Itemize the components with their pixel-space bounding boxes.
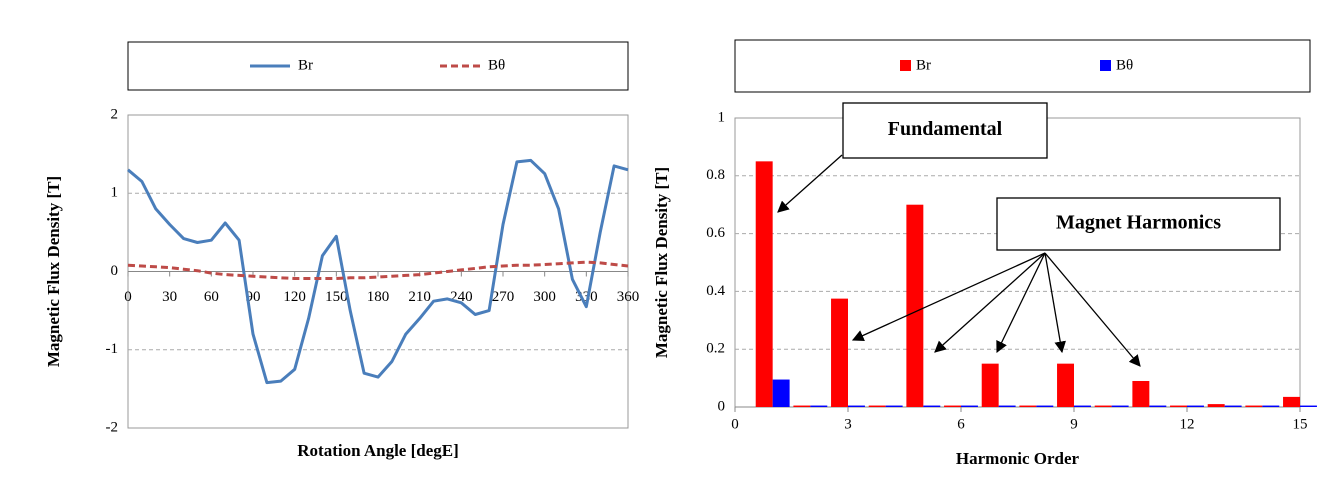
series-line xyxy=(127,158,629,385)
x-tick-label: 360 xyxy=(617,289,640,305)
bar xyxy=(1111,405,1129,407)
x-tick-label: 150 xyxy=(325,289,348,305)
series-line xyxy=(127,260,629,280)
bar xyxy=(906,204,924,407)
legend-label: Bθ xyxy=(1116,57,1133,73)
bar xyxy=(1074,405,1091,407)
y-tick-label: 0.8 xyxy=(706,167,725,183)
bar xyxy=(1036,405,1054,407)
bar xyxy=(944,405,961,407)
bar xyxy=(885,405,903,407)
legend-label: Bθ xyxy=(488,57,505,73)
x-axis-label: Harmonic Order xyxy=(956,449,1080,468)
bar xyxy=(1245,405,1263,407)
y-tick-label: 0.4 xyxy=(706,283,725,299)
x-tick-label: 15 xyxy=(1293,416,1308,432)
bar xyxy=(772,379,790,407)
x-tick-label: 9 xyxy=(1070,416,1078,432)
bar xyxy=(1094,405,1112,407)
bar xyxy=(793,405,811,407)
x-tick-label: 180 xyxy=(367,289,390,305)
x-tick-label: 60 xyxy=(204,289,219,305)
x-tick-label: 3 xyxy=(844,416,852,432)
legend-box xyxy=(734,39,1311,93)
x-tick-label: 0 xyxy=(731,416,739,432)
x-tick-label: 300 xyxy=(533,289,556,305)
y-tick-label: -2 xyxy=(106,419,119,435)
legend-swatch xyxy=(1100,60,1111,71)
y-tick-label: -1 xyxy=(106,341,119,357)
bar xyxy=(1019,405,1037,407)
x-tick-label: 6 xyxy=(957,416,965,432)
bar xyxy=(831,298,848,407)
bar xyxy=(998,405,1016,407)
bar xyxy=(1132,380,1150,407)
annotation-box xyxy=(996,197,1281,251)
bar xyxy=(868,405,886,407)
bar xyxy=(923,405,941,407)
y-tick-label: 0 xyxy=(718,398,726,414)
y-tick-label: 2 xyxy=(111,106,119,122)
bar xyxy=(848,405,865,407)
legend-swatch xyxy=(900,60,911,71)
annotation-arrows xyxy=(777,154,1141,367)
bar xyxy=(1207,404,1225,407)
x-tick-label: 210 xyxy=(408,289,431,305)
x-tick-label: 12 xyxy=(1180,416,1195,432)
bar xyxy=(1262,405,1280,407)
legend-label: Br xyxy=(916,57,931,73)
bar xyxy=(961,405,978,407)
annotation-box xyxy=(842,102,1048,159)
y-axis-label: Magnetic Flux Density [T] xyxy=(44,176,63,367)
bar xyxy=(755,161,773,407)
bar xyxy=(981,363,999,407)
bar xyxy=(1283,396,1300,407)
bar xyxy=(1224,405,1242,407)
bar xyxy=(1300,405,1317,407)
x-tick-label: 30 xyxy=(162,289,177,305)
annotation: Magnet Harmonics xyxy=(1056,212,1221,234)
bar xyxy=(1170,405,1187,407)
bar xyxy=(1057,363,1074,407)
bar xyxy=(1149,405,1167,407)
legend-box xyxy=(127,41,629,91)
y-tick-label: 1 xyxy=(111,185,119,201)
y-tick-label: 0.2 xyxy=(706,341,725,357)
y-tick-label: 1 xyxy=(718,109,726,125)
bar xyxy=(810,405,828,407)
annotation: Fundamental xyxy=(888,118,1003,140)
y-tick-label: 0 xyxy=(111,263,119,279)
y-tick-label: 0.6 xyxy=(706,225,725,241)
plot-area xyxy=(734,117,1301,408)
x-tick-label: 120 xyxy=(283,289,306,305)
legend-label: Br xyxy=(298,57,313,73)
x-tick-label: 0 xyxy=(124,289,132,305)
y-axis-label: Magnetic Flux Density [T] xyxy=(652,167,671,358)
x-tick-label: 270 xyxy=(492,289,515,305)
x-axis-label: Rotation Angle [degE] xyxy=(297,441,459,460)
bar xyxy=(1187,405,1204,407)
